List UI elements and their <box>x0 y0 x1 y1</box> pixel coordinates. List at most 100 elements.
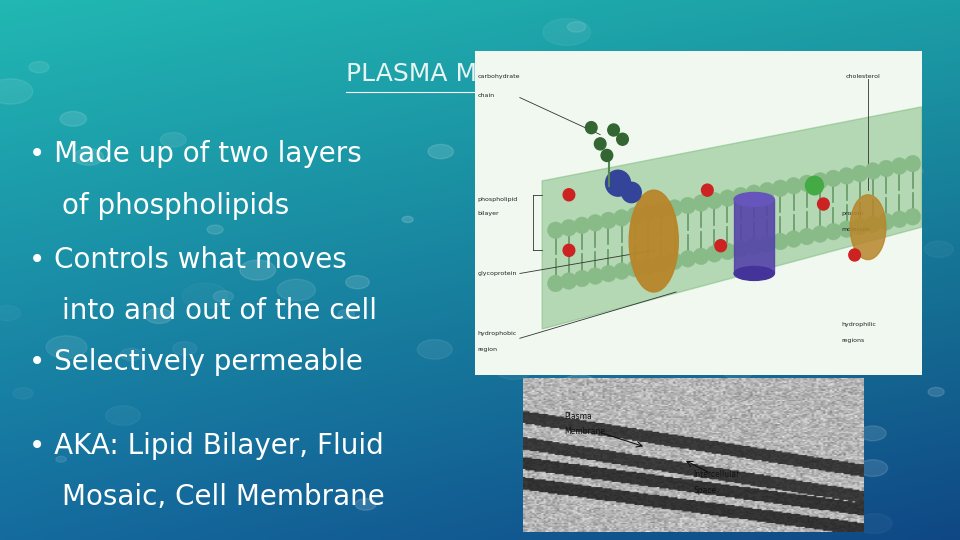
Text: • Made up of two layers: • Made up of two layers <box>29 140 362 168</box>
Text: of phospholipids: of phospholipids <box>62 192 290 220</box>
Circle shape <box>338 309 354 319</box>
Circle shape <box>831 164 872 187</box>
Circle shape <box>146 308 172 323</box>
Circle shape <box>732 241 749 257</box>
Circle shape <box>588 268 603 285</box>
Circle shape <box>865 163 881 179</box>
Circle shape <box>869 323 903 343</box>
Circle shape <box>547 222 564 239</box>
Circle shape <box>852 165 868 182</box>
Text: Plasma: Plasma <box>564 412 592 421</box>
Circle shape <box>719 243 735 260</box>
Circle shape <box>904 156 921 172</box>
Circle shape <box>561 273 577 289</box>
Circle shape <box>173 342 197 355</box>
Circle shape <box>601 150 612 161</box>
Text: Intercellular: Intercellular <box>693 470 740 480</box>
Circle shape <box>732 187 749 204</box>
Circle shape <box>799 175 815 192</box>
Circle shape <box>29 62 49 73</box>
Text: chain: chain <box>477 93 494 98</box>
Circle shape <box>785 231 802 247</box>
Circle shape <box>715 240 727 252</box>
Text: PLASMA MEMBRANE: PLASMA MEMBRANE <box>346 62 600 86</box>
Polygon shape <box>542 107 922 329</box>
Circle shape <box>838 167 854 184</box>
Circle shape <box>666 200 683 217</box>
Text: hydrophilic: hydrophilic <box>841 322 876 327</box>
Bar <box>734 199 775 273</box>
Circle shape <box>640 205 657 221</box>
Circle shape <box>654 202 669 219</box>
Circle shape <box>613 263 630 280</box>
Circle shape <box>773 233 788 250</box>
Circle shape <box>680 251 696 267</box>
Circle shape <box>564 244 575 256</box>
Text: molecule: molecule <box>841 227 870 232</box>
Circle shape <box>904 208 921 225</box>
Circle shape <box>418 340 452 359</box>
Circle shape <box>574 270 590 287</box>
Ellipse shape <box>851 195 886 260</box>
Circle shape <box>627 260 643 277</box>
Circle shape <box>562 375 597 395</box>
Circle shape <box>724 63 757 82</box>
Circle shape <box>564 189 575 201</box>
Circle shape <box>277 279 316 301</box>
Circle shape <box>757 148 773 157</box>
Circle shape <box>607 448 654 474</box>
Circle shape <box>719 190 735 206</box>
Circle shape <box>622 183 641 202</box>
Circle shape <box>561 219 577 236</box>
Circle shape <box>799 228 815 245</box>
Text: into and out of the cell: into and out of the cell <box>62 297 377 325</box>
Circle shape <box>60 111 86 126</box>
Ellipse shape <box>629 190 679 292</box>
Circle shape <box>627 207 643 224</box>
Circle shape <box>207 225 223 234</box>
Text: Mosaic, Cell Membrane: Mosaic, Cell Membrane <box>62 483 385 511</box>
Text: • Selectively permeable: • Selectively permeable <box>29 348 363 376</box>
Circle shape <box>574 217 590 234</box>
Circle shape <box>600 212 616 229</box>
Circle shape <box>522 448 533 454</box>
Circle shape <box>616 133 628 145</box>
Circle shape <box>878 213 895 230</box>
Circle shape <box>812 173 828 189</box>
Circle shape <box>213 291 233 302</box>
Circle shape <box>240 260 276 280</box>
Text: Membrane: Membrane <box>564 427 605 436</box>
Circle shape <box>661 305 676 314</box>
Circle shape <box>46 336 87 359</box>
Circle shape <box>608 124 619 136</box>
Circle shape <box>838 221 854 238</box>
Circle shape <box>722 362 754 379</box>
Circle shape <box>818 198 829 210</box>
Circle shape <box>878 160 895 177</box>
Circle shape <box>892 211 907 228</box>
Circle shape <box>555 135 596 158</box>
Circle shape <box>826 224 841 240</box>
Circle shape <box>928 387 945 396</box>
Circle shape <box>654 255 669 272</box>
Circle shape <box>600 265 616 282</box>
Circle shape <box>707 192 722 209</box>
Text: • AKA: Lipid Bilayer, Fluid: • AKA: Lipid Bilayer, Fluid <box>29 432 384 460</box>
Circle shape <box>759 235 776 252</box>
Circle shape <box>865 216 881 233</box>
Circle shape <box>613 210 630 226</box>
Ellipse shape <box>734 192 775 206</box>
Circle shape <box>703 496 741 517</box>
Text: cholesterol: cholesterol <box>846 75 880 79</box>
Circle shape <box>759 183 776 199</box>
Circle shape <box>542 18 590 45</box>
Circle shape <box>852 218 868 235</box>
Circle shape <box>594 138 606 150</box>
Circle shape <box>773 180 788 197</box>
Circle shape <box>74 148 104 165</box>
Text: hydrophobic: hydrophobic <box>477 331 516 336</box>
Circle shape <box>859 426 886 441</box>
Circle shape <box>428 144 453 159</box>
Text: protein: protein <box>841 211 864 216</box>
Circle shape <box>746 238 762 255</box>
